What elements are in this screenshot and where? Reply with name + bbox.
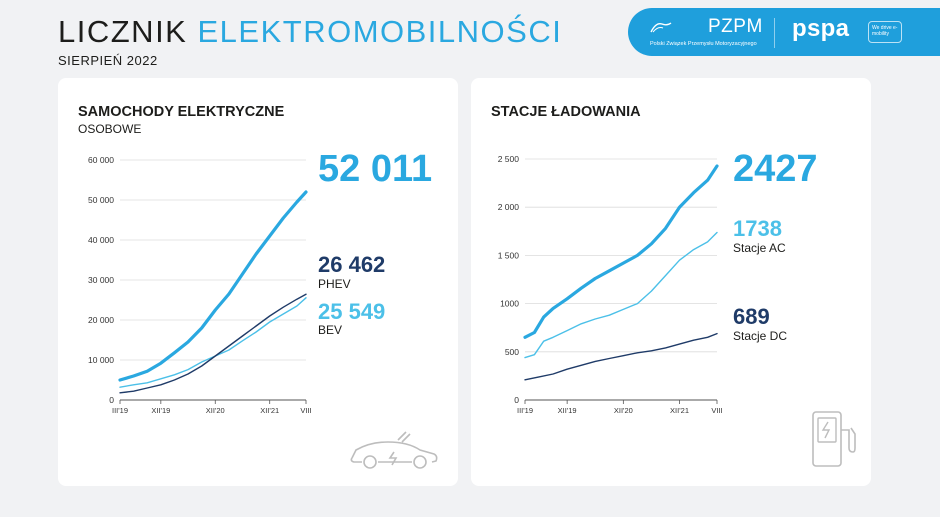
stations-card-title: STACJE ŁADOWANIA: [491, 104, 641, 120]
stations-chart-x-tick-label: XII'19: [558, 406, 577, 415]
phev-value: 26 462: [318, 252, 386, 277]
stations-chart-series-line-1: [524, 231, 718, 359]
page-subtitle: SIERPIEŃ 2022: [58, 53, 158, 68]
stations-chart-y-tick-label: 2 000: [498, 202, 520, 212]
cars-chart-y-tick-label: 50 000: [88, 195, 114, 205]
cars-chart-y-tick-label: 10 000: [88, 355, 114, 365]
pzpm-logo-icon: [650, 22, 672, 33]
pspa-logo-tag: We drive e-mobility: [868, 21, 902, 43]
page-title: LICZNIK ELEKTROMOBILNOŚCI: [58, 14, 562, 50]
electric-car-icon: [350, 431, 438, 469]
bev-label: BEV: [318, 323, 343, 337]
stations-chart-y-tick-label: 1000: [500, 299, 519, 309]
cars-chart-x-tick-label: VIII: [300, 406, 311, 415]
stations-chart-series-line-2: [524, 332, 718, 381]
stations-card: STACJE ŁADOWANIA 0 500 1000 1 500 2 000 2 500…: [471, 78, 871, 486]
cars-chart-x-tick-label: XII'20: [206, 406, 225, 415]
cars-chart-series-line-0: [118, 190, 308, 382]
pzpm-logo-subtitle: Polski Związek Przemysłu Motoryzacyjnego: [650, 41, 757, 47]
dc-stations-label: Stacje DC: [733, 329, 788, 343]
cars-chart-series-line-1: [119, 293, 307, 394]
stations-chart-y-tick-label: 0: [514, 395, 519, 405]
stations-total-value: 2427: [733, 148, 818, 190]
logo-separator: [774, 18, 775, 48]
cars-chart-x-tick-label: III'19: [112, 406, 128, 415]
stations-chart-x-tick-label: VIII: [711, 406, 722, 415]
stations-chart: 0 500 1000 1 500 2 000 2 500 III'19 XII'19 XII'2…: [498, 154, 723, 415]
stations-chart-y-tick-label: 500: [505, 347, 519, 357]
bev-value: 25 549: [318, 299, 386, 324]
dc-stations-value: 689: [733, 304, 770, 329]
logo-bar: PZPM Polski Związek Przemysłu Motoryzacy…: [628, 8, 940, 56]
cars-chart-y-tick-label: 30 000: [88, 275, 114, 285]
cars-chart-y-tick-label: 0: [109, 395, 114, 405]
stations-chart-y-tick-label: 2 500: [498, 154, 520, 164]
cars-card-subtitle: OSOBOWE: [78, 122, 142, 136]
stations-chart-series-line-0: [523, 164, 719, 339]
cars-chart-y-tick-label: 40 000: [88, 235, 114, 245]
pspa-logo: pspa: [792, 15, 850, 42]
ac-stations-label: Stacje AC: [733, 241, 786, 255]
cars-chart-x-tick-label: XII'21: [260, 406, 279, 415]
charging-station-icon: [812, 411, 856, 467]
stations-chart-x-tick-label: XII'21: [670, 406, 689, 415]
cars-chart: 0 10 000 20 000 30 000 40 000 50 000 60 000 III…: [88, 155, 312, 415]
phev-label: PHEV: [318, 277, 351, 291]
cars-chart-y-tick-label: 20 000: [88, 315, 114, 325]
stations-chart-x-tick-label: XII'20: [614, 406, 633, 415]
pzpm-logo: PZPM: [708, 16, 763, 37]
cars-card-title: SAMOCHODY ELEKTRYCZNE: [78, 104, 285, 120]
title-part-2: ELEKTROMOBILNOŚCI: [197, 14, 563, 49]
stations-chart-x-tick-label: III'19: [517, 406, 533, 415]
cars-chart-x-tick-label: XII'19: [151, 406, 170, 415]
ac-stations-value: 1738: [733, 216, 782, 241]
stations-chart-y-tick-label: 1 500: [498, 250, 520, 260]
title-part-1: LICZNIK: [58, 14, 188, 49]
cars-card: SAMOCHODY ELEKTRYCZNE OSOBOWE 0 10 000 20 …: [58, 78, 458, 486]
cars-chart-y-tick-label: 60 000: [88, 155, 114, 165]
cars-total-value: 52 011: [318, 148, 433, 190]
